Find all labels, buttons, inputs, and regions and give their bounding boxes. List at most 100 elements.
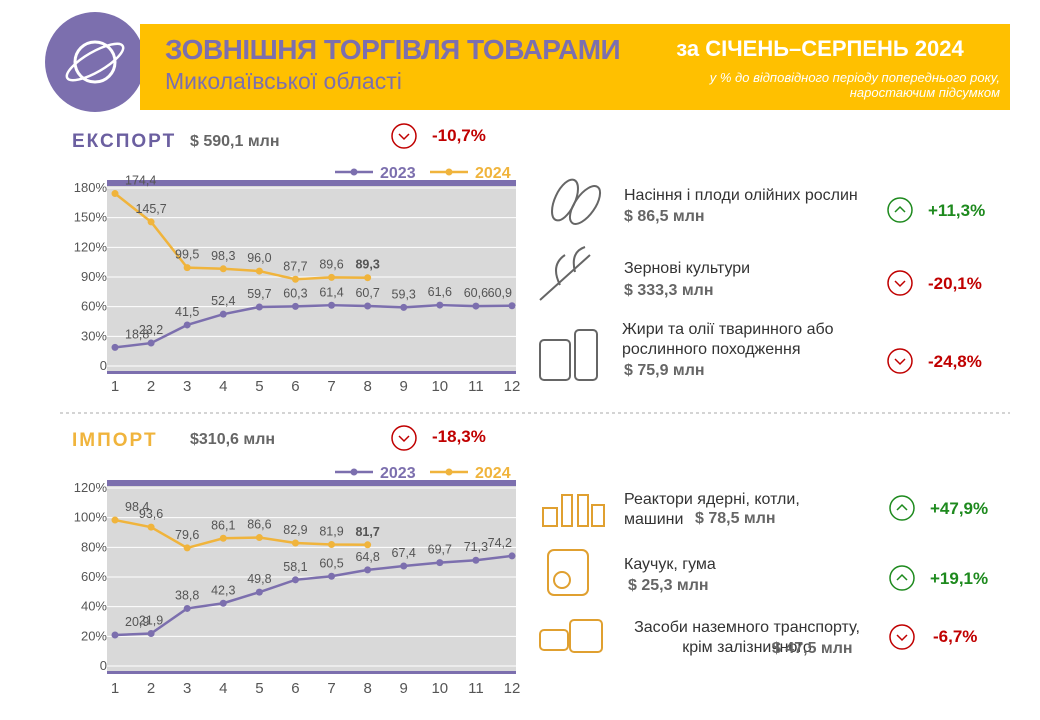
value-label: 58,1: [283, 560, 307, 574]
logo-globe: [73, 40, 117, 84]
value-label: 96,0: [247, 251, 271, 265]
legend-label: 2023: [380, 165, 416, 182]
point: [111, 516, 119, 524]
value-label: 89,6: [319, 257, 343, 271]
point: [111, 190, 119, 198]
point: [111, 343, 119, 351]
item-change: +47,9%: [930, 499, 989, 518]
series-line: [114, 518, 368, 550]
change-arrow: [398, 133, 410, 141]
value-label: 21,9: [139, 614, 163, 628]
change-arrow: [896, 503, 908, 511]
change: -10,7%: [432, 126, 486, 145]
x-tick-label: 5: [255, 378, 263, 395]
y-tick-label: 150%: [74, 210, 108, 225]
value-label: 71,3: [464, 540, 488, 554]
y-tick-label: 120%: [74, 480, 108, 495]
logo-orbit: [65, 42, 125, 82]
legend-label: 2023: [380, 465, 416, 482]
point: [219, 265, 227, 273]
change-arrow: [894, 280, 906, 288]
item-label: Засоби наземного транспорту, крім залізн…: [634, 619, 860, 656]
point: [147, 339, 155, 347]
value-label: 67,4: [392, 546, 416, 560]
value-label: 86,6: [247, 518, 271, 532]
point: [219, 534, 227, 542]
value-label: 174,4: [125, 174, 156, 188]
point: [183, 321, 191, 329]
value-label: 60,5: [319, 556, 343, 570]
banner: [140, 24, 1010, 110]
value-label: 61,6: [428, 285, 452, 299]
point: [219, 599, 227, 607]
item-value: $ 333,3 млн: [624, 282, 714, 299]
value-label: 64,8: [355, 550, 379, 564]
change-icon: [391, 425, 417, 451]
x-tick-label: 1: [111, 680, 119, 697]
value-label: 145,7: [135, 202, 166, 216]
change-arrow: [894, 205, 906, 213]
point: [328, 301, 336, 309]
x-tick-label: 4: [219, 680, 227, 697]
x-tick-label: 3: [183, 680, 191, 697]
y-tick-label: 40%: [81, 599, 107, 614]
value-label: 98,3: [211, 249, 235, 263]
y-tick-label: 180%: [74, 180, 108, 195]
point: [436, 301, 444, 309]
x-tick-label: 4: [219, 378, 227, 395]
series-line: [114, 554, 513, 637]
point: [400, 303, 408, 311]
item-value: $ 25,3 млн: [628, 577, 709, 594]
x-tick-label: 2: [147, 378, 155, 395]
x-tick-label: 7: [327, 378, 335, 395]
item-label: Реактори ядерні, котли, машини: [624, 491, 800, 528]
point: [472, 556, 480, 564]
y-tick-label: 60%: [81, 569, 107, 584]
value-label: 23,2: [139, 323, 163, 337]
point: [111, 631, 119, 639]
x-tick-label: 7: [327, 680, 335, 697]
y-tick-label: 90%: [81, 269, 107, 284]
value-label: 60,7: [355, 286, 379, 300]
point: [472, 302, 480, 310]
point: [364, 566, 372, 574]
value-label: 86,1: [211, 518, 235, 532]
value-label: 18,8: [125, 327, 149, 341]
point: [436, 559, 444, 567]
value-label: 59,3: [392, 287, 416, 301]
point: [255, 588, 263, 596]
note-line: наростаючим підсумком: [849, 85, 1000, 100]
section-title: ІМПОРТ: [72, 430, 158, 451]
item-change: -24,8%: [928, 352, 982, 371]
point: [400, 562, 408, 570]
value-label: 81,9: [319, 525, 343, 539]
x-tick-label: 12: [504, 378, 521, 395]
point: [147, 630, 155, 638]
note: у % до відповідного періоду попереднього…: [600, 70, 1000, 100]
change-arrow: [398, 435, 410, 443]
change-icon: [889, 495, 915, 521]
x-tick-label: 2: [147, 680, 155, 697]
point: [328, 541, 336, 549]
point: [291, 576, 299, 584]
period: за СІЧЕНЬ–СЕРПЕНЬ 2024: [676, 36, 964, 61]
logo: [45, 12, 145, 112]
change-icon: [889, 624, 915, 650]
value-label: 59,7: [247, 287, 271, 301]
plot-top-band: [107, 480, 516, 486]
x-tick-label: 9: [400, 680, 408, 697]
item-change: -20,1%: [928, 274, 982, 293]
item-value: $ 86,5 млн: [624, 208, 705, 225]
value-label: 93,6: [139, 507, 163, 521]
x-tick-label: 8: [363, 378, 371, 395]
value-label: 61,4: [319, 285, 343, 299]
point: [508, 552, 516, 560]
title: ЗОВНІШНЯ ТОРГІВЛЯ ТОВАРАМИ: [165, 34, 621, 65]
item-value: $ 47,5 млн: [772, 640, 853, 657]
plot-bottom-band: [107, 371, 516, 374]
item-label: Насіння і плоди олійних рослин: [624, 187, 858, 204]
series-line: [114, 303, 513, 349]
value-label: 60,3: [283, 286, 307, 300]
